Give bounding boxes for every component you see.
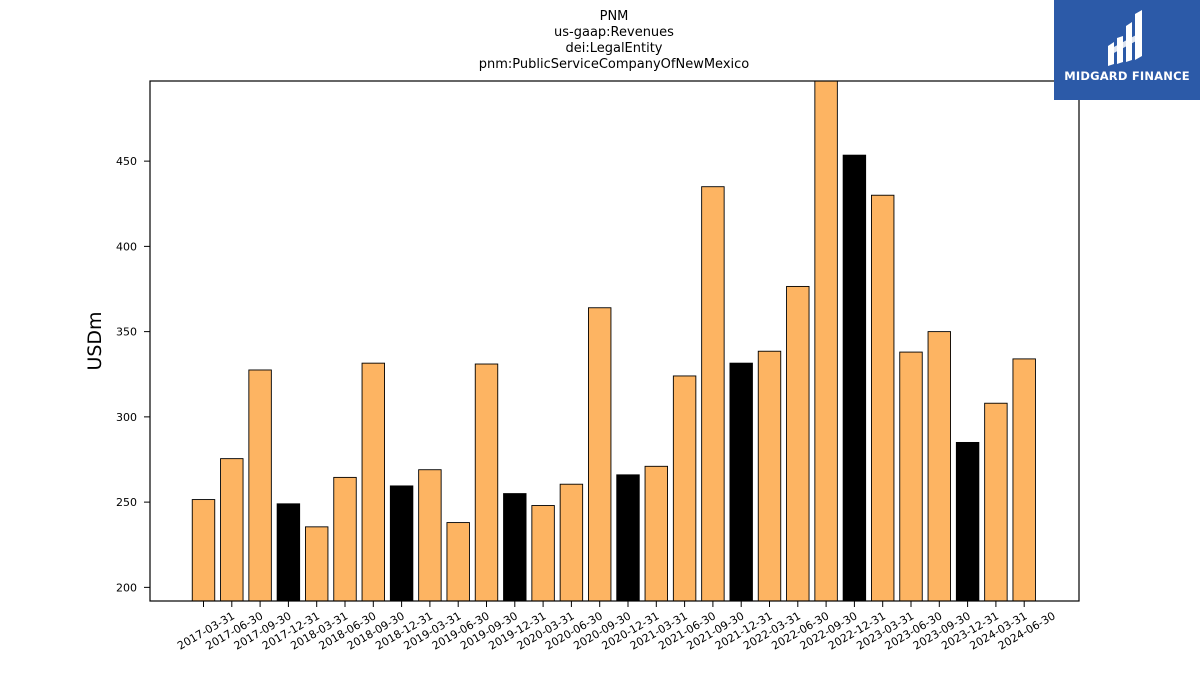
y-tick-label: 200 [116,581,137,594]
midgard-finance-logo: MIDGARD FINANCE [1054,0,1200,100]
chart-title: PNMus-gaap:Revenuesdei:LegalEntitypnm:Pu… [479,9,750,72]
bars [191,81,1036,601]
bar-2019-09-30 [474,363,499,601]
y-tick-label: 250 [116,496,137,509]
bar-2020-06-30 [559,483,584,601]
chart-title-line: PNM [600,9,629,24]
bar-2017-06-30 [220,458,244,601]
bar-2022-06-30 [786,285,810,601]
bar-2019-06-30 [446,522,470,601]
bar-2023-06-30 [899,351,923,601]
bar-2022-09-30 [814,81,838,601]
plot-frame [149,80,1080,602]
y-axis-ticks: 200 250 300 350 400 450 [116,155,150,594]
y-tick-label: 400 [116,240,137,253]
y-tick-label: 450 [116,155,137,168]
bar-2018-03-31 [305,526,329,601]
chart-title-line: dei:LegalEntity [565,41,662,56]
bar-2018-06-30 [333,476,357,601]
y-tick-label: 300 [116,411,137,424]
bar-2020-09-30 [588,307,612,601]
bar-2021-09-30 [701,186,725,601]
bar-2018-09-30 [361,362,385,601]
bar-2017-12-31 [276,503,301,601]
bar-2023-12-31 [955,441,980,601]
bar-2021-12-31 [729,362,753,601]
bar-2017-09-30 [248,369,272,601]
bar-2018-12-31 [389,485,414,601]
bar-2019-12-31 [503,493,527,601]
bar-2019-03-31 [418,469,442,601]
bar-2023-09-30 [927,331,951,601]
bar-2021-03-31 [644,465,668,601]
chart-title-line: pnm:PublicServiceCompanyOfNewMexico [479,57,750,72]
bar-2022-03-31 [757,350,782,601]
bar-2024-03-31 [984,402,1008,601]
y-tick-label: 350 [116,326,137,339]
bar-2020-03-31 [531,505,555,601]
logo-text: MIDGARD FINANCE [1064,69,1190,83]
bar-2021-06-30 [672,375,697,601]
x-axis-ticks: 2017-03-312017-06-302017-09-302017-12-31… [175,601,1058,653]
y-axis-label: USDm [84,311,106,370]
bar-2017-03-31 [191,499,216,601]
bar-2023-03-31 [871,194,895,601]
midgard-logo-icon [1108,10,1142,66]
bar-2024-06-30 [1012,358,1036,601]
bar-2022-12-31 [842,154,867,601]
bar-2020-12-31 [616,474,640,601]
chart-title-line: us-gaap:Revenues [554,25,674,40]
